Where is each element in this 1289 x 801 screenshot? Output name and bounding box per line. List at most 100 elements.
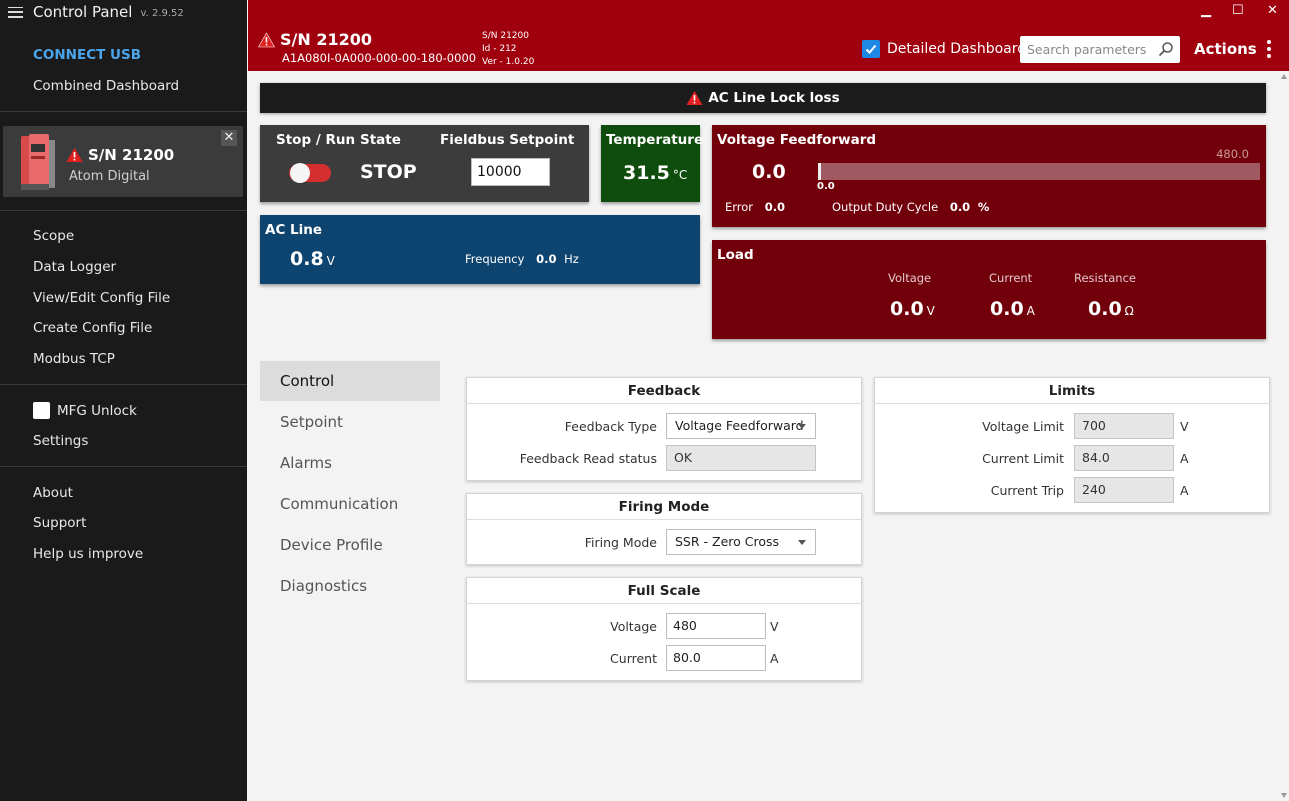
limits-title: Limits xyxy=(875,378,1269,404)
header-serial: S/N 21200 xyxy=(258,30,372,49)
scroll-up-arrow-icon[interactable] xyxy=(1281,74,1287,79)
ac-line-label: AC Line xyxy=(265,222,323,238)
detailed-dashboard-checkbox[interactable]: Detailed Dashboard xyxy=(862,40,1026,58)
tab-control[interactable]: Control xyxy=(260,361,440,401)
device-card-name: Atom Digital xyxy=(69,169,150,184)
tab-communication[interactable]: Communication xyxy=(280,495,399,513)
temperature-value: 31.5 xyxy=(623,162,670,184)
current-trip-unit: A xyxy=(1180,483,1189,498)
vff-bar-max: 480.0 xyxy=(1216,147,1249,161)
feedback-panel: Feedback Feedback Type Voltage Feedforwa… xyxy=(466,377,862,481)
device-card-sn-text: S/N 21200 xyxy=(88,146,175,164)
load-resistance-unit: Ω xyxy=(1124,304,1134,318)
full-scale-panel: Full Scale Voltage 480 V Current 80.0 A xyxy=(466,577,862,681)
header-sn-text: S/N 21200 xyxy=(280,30,372,49)
device-card-serial: S/N 21200 xyxy=(66,146,174,164)
sidebar-header: Control Panel v. 2.9.52 xyxy=(0,0,247,24)
full-scale-current-input[interactable]: 80.0 xyxy=(666,645,766,671)
sidebar-item-view-edit-config[interactable]: View/Edit Config File xyxy=(33,290,171,306)
actions-menu-button[interactable]: Actions xyxy=(1194,40,1271,58)
scroll-down-arrow-icon[interactable] xyxy=(1281,793,1287,798)
app-version: v. 2.9.52 xyxy=(140,8,184,19)
frequency-label: Frequency xyxy=(465,252,525,266)
voltage-limit-field: 700 xyxy=(1074,413,1174,439)
frequency-readout: Frequency 0.0 Hz xyxy=(465,252,579,266)
vff-error-value: 0.0 xyxy=(764,200,786,214)
device-card[interactable]: S/N 21200 Atom Digital ✕ xyxy=(3,126,243,197)
tab-setpoint[interactable]: Setpoint xyxy=(280,413,343,431)
sidebar-item-data-logger[interactable]: Data Logger xyxy=(33,259,117,275)
feedback-type-select[interactable]: Voltage Feedforward xyxy=(666,413,816,439)
firing-mode-panel: Firing Mode Firing Mode SSR - Zero Cross xyxy=(466,493,862,565)
current-trip-field: 240 xyxy=(1074,477,1174,503)
header-meta-version: Ver - 1.0.20 xyxy=(482,57,535,67)
sidebar-item-about[interactable]: About xyxy=(33,485,73,501)
search-icon[interactable] xyxy=(1158,41,1174,57)
sidebar-item-support[interactable]: Support xyxy=(33,515,87,531)
tab-device-profile[interactable]: Device Profile xyxy=(280,536,383,554)
vff-error-label: Error xyxy=(725,200,754,214)
full-scale-voltage-input[interactable]: 480 xyxy=(666,613,766,639)
mfg-unlock-checkbox[interactable]: MFG Unlock xyxy=(33,402,137,419)
firing-mode-select[interactable]: SSR - Zero Cross xyxy=(666,529,816,555)
more-vertical-icon xyxy=(1266,40,1271,58)
minimize-icon[interactable]: ▁ xyxy=(1201,3,1211,18)
sidebar-item-help[interactable]: Help us improve xyxy=(33,546,144,562)
load-resistance-readout: 0.0 Ω xyxy=(1088,298,1134,320)
checkbox-checked-icon xyxy=(862,40,880,58)
tab-diagnostics[interactable]: Diagnostics xyxy=(280,577,368,595)
device-header: ▁ ☐ ✕ S/N 21200 A1A080I-0A000-000-00-180… xyxy=(248,0,1289,71)
full-scale-voltage-unit: V xyxy=(770,619,779,634)
firing-mode-title: Firing Mode xyxy=(467,494,861,520)
sidebar-item-settings[interactable]: Settings xyxy=(33,433,89,449)
vff-progress-fill xyxy=(818,163,821,180)
search-input[interactable] xyxy=(1027,42,1152,57)
tab-alarms[interactable]: Alarms xyxy=(280,454,332,472)
toggle-knob xyxy=(290,163,310,183)
full-scale-voltage-label: Voltage xyxy=(610,619,657,634)
warning-icon xyxy=(66,148,83,162)
load-voltage-label: Voltage xyxy=(888,271,932,285)
sidebar-divider xyxy=(0,111,247,112)
firing-mode-label: Firing Mode xyxy=(584,535,657,550)
combined-dashboard-link[interactable]: Combined Dashboard xyxy=(33,78,180,94)
temperature-tile: Temperature 31.5 °C xyxy=(601,125,703,202)
limits-panel: Limits Voltage Limit 700 V Current Limit… xyxy=(874,377,1270,513)
current-limit-label: Current Limit xyxy=(982,451,1064,466)
sidebar: Control Panel v. 2.9.52 CONNECT USB Comb… xyxy=(0,0,247,801)
vff-duty-value: 0.0 xyxy=(949,200,971,214)
connect-usb-button[interactable]: CONNECT USB xyxy=(33,47,141,63)
sidebar-divider xyxy=(0,384,247,385)
load-resistance-value: 0.0 xyxy=(1088,298,1122,320)
current-limit-unit: A xyxy=(1180,451,1189,466)
feedback-type-value: Voltage Feedforward xyxy=(675,418,804,433)
chevron-down-icon xyxy=(798,540,806,545)
sidebar-item-modbus-tcp[interactable]: Modbus TCP xyxy=(33,351,115,367)
voltage-limit-label: Voltage Limit xyxy=(982,419,1064,434)
run-state-tile: Stop / Run State Fieldbus Setpoint STOP … xyxy=(260,125,589,202)
current-limit-field: 84.0 xyxy=(1074,445,1174,471)
device-image-icon xyxy=(21,134,55,190)
header-meta-sn: S/N 21200 xyxy=(482,31,529,41)
detailed-dashboard-label: Detailed Dashboard xyxy=(887,41,1027,57)
load-tile: Load Voltage 0.0 V Current 0.0 A Resistanc… xyxy=(712,240,1266,339)
firing-mode-value: SSR - Zero Cross xyxy=(675,534,780,549)
hamburger-menu-icon[interactable] xyxy=(8,6,23,18)
frequency-unit: Hz xyxy=(564,252,579,266)
ac-line-tile: AC Line 0.8 V Frequency 0.0 Hz xyxy=(260,215,700,284)
load-voltage-value: 0.0 xyxy=(890,298,924,320)
search-box[interactable] xyxy=(1020,36,1180,63)
load-current-label: Current xyxy=(989,271,1033,285)
vff-value: 0.0 xyxy=(752,161,786,183)
sidebar-item-create-config[interactable]: Create Config File xyxy=(33,320,153,336)
stop-run-toggle[interactable] xyxy=(289,163,331,183)
load-current-value: 0.0 xyxy=(990,298,1024,320)
maximize-icon[interactable]: ☐ xyxy=(1232,3,1244,18)
sidebar-divider xyxy=(0,466,247,467)
close-device-icon[interactable]: ✕ xyxy=(221,130,237,146)
close-window-icon[interactable]: ✕ xyxy=(1267,3,1278,18)
vff-duty-label: Output Duty Cycle xyxy=(832,200,939,214)
fieldbus-setpoint-input[interactable]: 10000 xyxy=(471,158,550,186)
feedback-read-status: OK xyxy=(666,445,816,471)
sidebar-item-scope[interactable]: Scope xyxy=(33,228,75,244)
